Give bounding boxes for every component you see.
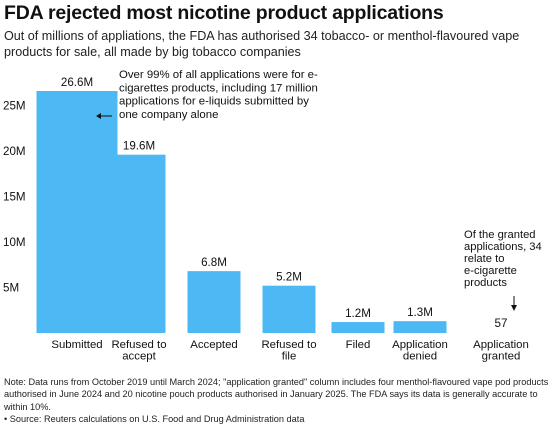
category-label-1-line-0: Refused to — [111, 339, 166, 351]
y-tick-label-0: 5M — [3, 282, 19, 295]
category-label-3-line-0: Refused to — [261, 339, 316, 351]
granted-annotation-text-0: Of the granted — [464, 229, 536, 241]
chart-title: FDA rejected most nicotine product appli… — [4, 2, 444, 24]
granted-annotation-text-2: relate to — [464, 253, 504, 265]
category-label-2: Accepted — [190, 339, 238, 351]
annotation-text-0: Over 99% of all applications were for e- — [119, 69, 318, 81]
category-label-4: Filed — [346, 339, 371, 351]
annotation-text-3: one company alone — [119, 109, 218, 121]
value-label-3: 5.2M — [276, 271, 302, 284]
value-label-6: 57 — [495, 317, 508, 330]
value-label-4: 1.2M — [345, 307, 371, 320]
granted-annotation-text-3: e-cigarette — [464, 265, 517, 277]
annotation-text-1: cigarettes products, including 17 millio… — [119, 82, 318, 94]
y-tick-label-2: 15M — [3, 191, 26, 204]
chart-source: • Source: Reuters calculations on U.S. F… — [4, 414, 305, 425]
bar-3 — [262, 285, 316, 333]
bar-4 — [331, 322, 385, 333]
bar-2 — [187, 271, 241, 333]
value-label-2: 6.8M — [201, 256, 227, 269]
value-label-5: 1.3M — [407, 306, 433, 319]
y-tick-label-4: 25M — [3, 100, 26, 113]
granted-annotation-text-4: products — [464, 277, 507, 289]
y-tick-label-1: 10M — [3, 236, 26, 249]
bar-0 — [36, 91, 118, 333]
annotation-text-2: applications for e-liquids submitted by — [119, 96, 309, 108]
granted-annotation-text-1: applications, 34 — [464, 241, 542, 253]
chart-subtitle: Out of millions of appliations, the FDA … — [4, 29, 520, 59]
category-label-6-line-1: granted — [482, 351, 521, 363]
category-label-1-line-1: accept — [122, 351, 156, 363]
category-label-6-line-0: Application — [473, 339, 529, 351]
category-label-5-line-0: Application — [392, 339, 448, 351]
chart-note: Note: Data runs from October 2019 until … — [4, 377, 549, 412]
y-tick-label-3: 20M — [3, 145, 26, 158]
category-label-0: Submitted — [51, 339, 102, 351]
bar-1 — [112, 154, 166, 333]
granted-arrowhead — [511, 305, 517, 311]
bar-5 — [393, 321, 447, 333]
category-label-5-line-1: denied — [403, 351, 437, 363]
category-label-3-line-1: file — [282, 351, 297, 363]
footer: Note: Data runs from October 2019 until … — [4, 376, 550, 426]
annotation-arrowhead — [96, 113, 101, 119]
value-label-1: 19.6M — [123, 140, 155, 153]
value-label-0: 26.6M — [61, 76, 93, 89]
